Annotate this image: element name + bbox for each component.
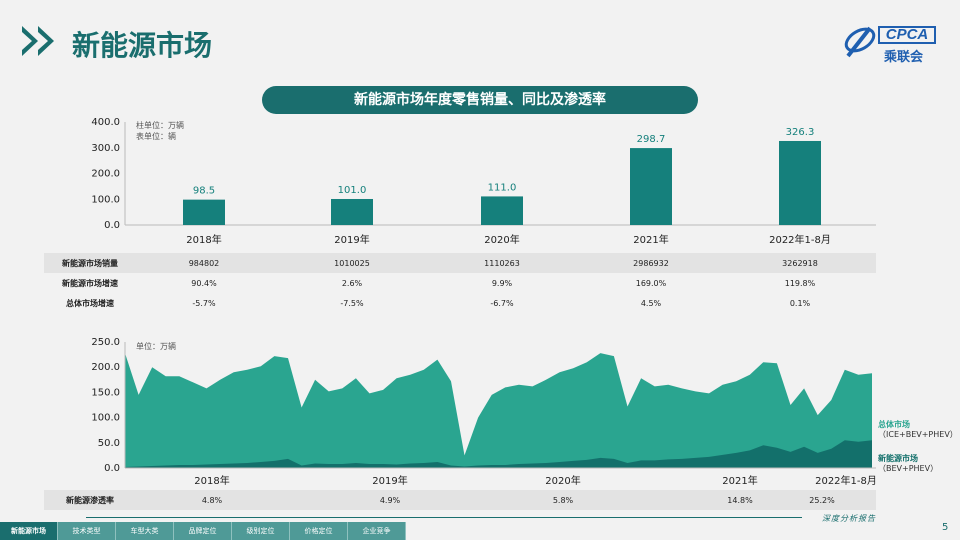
table-row-label: 新能源市场增速	[62, 278, 118, 288]
table-cell: 984802	[188, 258, 220, 268]
area-nev-market	[125, 440, 872, 468]
area-y-tick: 50.0	[98, 438, 120, 449]
legend-nev-market: 新能源市场	[878, 454, 918, 463]
logo-cn-text: 乘联会	[884, 50, 924, 65]
bar-value-label: 98.5	[193, 186, 215, 197]
bar-value-label: 298.7	[637, 134, 666, 145]
legend-total-market: 总体市场	[878, 420, 910, 429]
table-cell: 9.9%	[491, 278, 513, 288]
table-cell: 2986932	[633, 258, 669, 268]
table-cell: 4.5%	[640, 298, 662, 308]
table-cell: 3262918	[782, 258, 818, 268]
nav-tab[interactable]: 品牌定位	[174, 522, 232, 540]
area-total-market	[125, 353, 872, 468]
area-x-tick: 2022年1-8月	[815, 474, 877, 487]
penetration-cell: 4.8%	[201, 495, 223, 505]
area-x-tick: 2020年	[545, 474, 580, 487]
bar	[481, 196, 523, 225]
table-row: 总体市场增速 -5.7% -7.5% -6.7% 4.5% 0.1%	[44, 293, 876, 313]
area-unit-label: 单位：万辆	[136, 342, 176, 351]
legend-nev-market-note: （BEV+PHEV）	[878, 464, 939, 473]
table-cell: 0.1%	[789, 298, 811, 308]
nav-tab[interactable]: 企业竞争	[348, 522, 406, 540]
bar-value-label: 101.0	[338, 185, 367, 196]
table-cell: 169.0%	[635, 278, 667, 288]
table-row: 新能源市场销量 984802 1010025 1110263 2986932 326291…	[44, 253, 876, 273]
logo-swoosh-icon	[844, 26, 876, 58]
bar-y-tick: 100.0	[91, 194, 120, 205]
table-cell: 1110263	[484, 258, 520, 268]
bar-x-tick: 2021年	[633, 233, 668, 246]
table-cell: 90.4%	[191, 278, 217, 288]
bar-chart: 0.0 100.0 200.0 300.0 400.0 98.5 2018年 101.0 201…	[91, 117, 876, 246]
table-row: 新能源市场增速 90.4% 2.6% 9.9% 169.0% 119.8%	[44, 273, 876, 293]
bar-y-tick: 0.0	[104, 220, 120, 231]
penetration-label: 新能源渗透率	[66, 495, 114, 505]
area-x-tick: 2021年	[722, 474, 757, 487]
area-x-tick: 2019年	[372, 474, 407, 487]
title-chevrons-icon	[22, 26, 54, 56]
penetration-cell: 25.2%	[809, 495, 835, 505]
penetration-row-content: 新能源渗透率 4.8% 4.9% 5.8% 14.8% 25.2%	[44, 490, 876, 510]
bar-unit-label: 柱单位：万辆	[136, 121, 184, 130]
bar-y-tick: 400.0	[91, 117, 120, 128]
bar-x-tick: 2020年	[484, 233, 519, 246]
area-y-tick: 100.0	[91, 413, 120, 424]
nav-tab[interactable]: 车型大类	[116, 522, 174, 540]
area-y-tick: 0.0	[104, 463, 120, 474]
section-nav: 新能源市场 技术类型 车型大类 品牌定位 级别定位 价格定位 企业竞争	[0, 522, 406, 540]
legend-total-market-note: （ICE+BEV+PHEV）	[878, 430, 958, 439]
bar	[183, 199, 225, 225]
table-cell: 119.8%	[784, 278, 816, 288]
table-cell: -7.5%	[340, 298, 364, 308]
nav-tab[interactable]: 级别定位	[232, 522, 290, 540]
bar-y-tick: 200.0	[91, 169, 120, 180]
bar	[331, 198, 373, 225]
area-y-tick: 250.0	[91, 337, 120, 348]
table-cell: -5.7%	[192, 298, 216, 308]
table-cell: 2.6%	[341, 278, 363, 288]
table-cell: -6.7%	[490, 298, 514, 308]
bar-x-tick: 2019年	[334, 233, 369, 246]
bar	[779, 140, 821, 225]
bar	[630, 148, 672, 225]
penetration-cell: 14.8%	[727, 495, 753, 505]
bar-x-tick: 2022年1-8月	[769, 233, 831, 246]
area-x-tick: 2018年	[194, 474, 229, 487]
area-y-tick: 150.0	[91, 387, 120, 398]
nav-tab[interactable]: 技术类型	[58, 522, 116, 540]
bar-y-tick: 300.0	[91, 143, 120, 154]
nav-tab[interactable]: 价格定位	[290, 522, 348, 540]
logo-cpca-text: CPCA	[878, 26, 936, 44]
table-unit-label: 表单位：辆	[136, 132, 176, 141]
nav-tab[interactable]: 新能源市场	[0, 522, 58, 540]
penetration-row: 新能源渗透率 4.8% 4.9% 5.8% 14.8% 25.2%	[44, 490, 876, 510]
page-title: 新能源市场	[72, 29, 213, 62]
table-row-label: 总体市场增速	[66, 298, 114, 308]
footer-divider	[86, 517, 802, 518]
page-number: 5	[942, 522, 949, 533]
cpca-logo: CPCA 乘联会	[840, 22, 940, 65]
table-cell: 1010025	[334, 258, 370, 268]
bar-x-tick: 2018年	[186, 233, 221, 246]
data-table: 新能源市场销量 984802 1010025 1110263 2986932 326291…	[44, 253, 876, 313]
penetration-cell: 4.9%	[379, 495, 401, 505]
footer-tagline: 深度分析报告	[822, 514, 876, 523]
table-row-label: 新能源市场销量	[62, 258, 118, 268]
area-chart: 0.0 50.0 100.0 150.0 200.0 250.0 2018年 2019年 202…	[91, 337, 877, 487]
chart-banner-title: 新能源市场年度零售销量、同比及渗透率	[262, 86, 698, 114]
bar-value-label: 111.0	[488, 182, 517, 193]
penetration-cell: 5.8%	[552, 495, 574, 505]
area-y-tick: 200.0	[91, 362, 120, 373]
bar-value-label: 326.3	[786, 127, 815, 138]
